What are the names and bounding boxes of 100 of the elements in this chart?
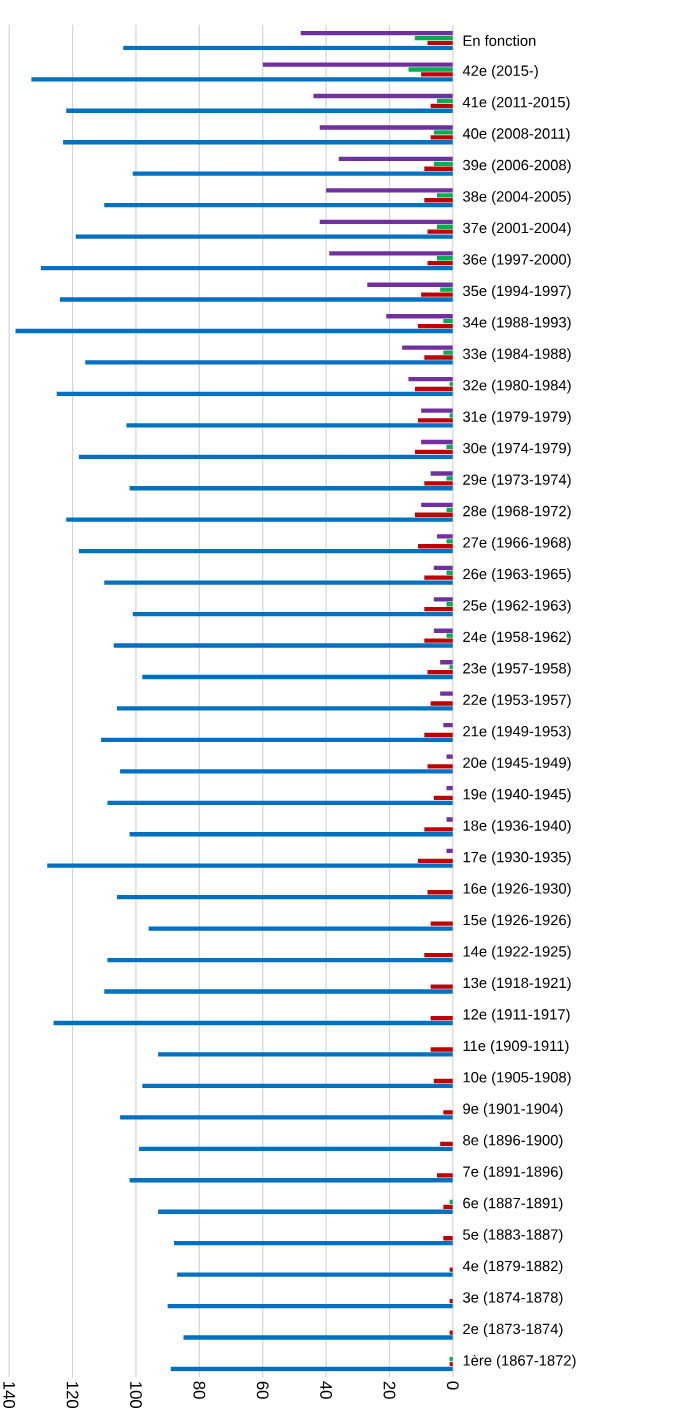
bar bbox=[104, 202, 453, 208]
bar bbox=[120, 769, 453, 774]
bar bbox=[104, 580, 453, 585]
bar bbox=[116, 895, 453, 900]
bar bbox=[421, 439, 453, 445]
bar bbox=[177, 1272, 453, 1277]
y-tick-label: 3e (1874-1878) bbox=[463, 1291, 563, 1306]
y-tick-label: 6e (1887-1891) bbox=[463, 1197, 563, 1212]
bar bbox=[104, 989, 453, 994]
y-tick-label: 41e (2011-2015) bbox=[462, 96, 570, 111]
bar bbox=[408, 376, 453, 382]
bar bbox=[424, 575, 453, 580]
y-tick-label: 7e (1891-1896) bbox=[463, 1166, 563, 1180]
x-tick-label: 40 bbox=[320, 1381, 332, 1399]
bar bbox=[427, 229, 453, 234]
bar bbox=[132, 171, 453, 176]
bar bbox=[424, 952, 453, 958]
bar bbox=[167, 1303, 453, 1309]
bar bbox=[85, 360, 453, 365]
bar bbox=[139, 1146, 453, 1151]
y-tick-label: 37e (2001-2004) bbox=[463, 222, 571, 237]
bar bbox=[329, 251, 453, 256]
bar bbox=[421, 502, 453, 508]
bar bbox=[107, 957, 453, 963]
y-tick-label: 21e (1949-1953) bbox=[463, 725, 571, 740]
y-tick-label: 33e (1984-1988) bbox=[463, 348, 571, 362]
y-tick-label: 8e (1896-1900) bbox=[463, 1134, 563, 1149]
x-tick-label: 120 bbox=[66, 1382, 79, 1409]
bar bbox=[126, 423, 453, 428]
y-tick-label: 11e (1909-1911) bbox=[463, 1040, 569, 1054]
bar bbox=[427, 890, 453, 895]
bar bbox=[173, 1241, 453, 1246]
bar bbox=[142, 674, 453, 680]
bar bbox=[319, 125, 453, 130]
y-tick-label: 40e (2008-2011) bbox=[462, 127, 570, 142]
x-tick-label: 80 bbox=[193, 1381, 206, 1399]
bar bbox=[414, 449, 453, 455]
bar bbox=[421, 408, 453, 413]
bar bbox=[78, 548, 453, 554]
bar bbox=[443, 1110, 453, 1115]
bar bbox=[56, 391, 453, 397]
bar bbox=[75, 234, 453, 239]
y-tick-label: 35e (1994-1997) bbox=[463, 285, 571, 300]
bar bbox=[443, 350, 453, 355]
bar bbox=[31, 77, 453, 82]
y-tick-label: 34e (1988-1993) bbox=[463, 316, 571, 331]
bar bbox=[430, 701, 453, 706]
bar bbox=[414, 512, 453, 517]
bar bbox=[142, 1083, 453, 1089]
bar bbox=[300, 30, 453, 36]
y-tick-label: 23e (1957-1958) bbox=[463, 662, 571, 677]
bar bbox=[424, 481, 453, 486]
y-tick-label: 25e (1962-1963) bbox=[463, 599, 571, 614]
bar bbox=[433, 130, 453, 135]
bar bbox=[414, 386, 453, 392]
bar bbox=[129, 1178, 453, 1183]
y-tick-label: 20e (1945-1949) bbox=[463, 757, 571, 771]
bar bbox=[132, 611, 453, 617]
bar bbox=[427, 764, 453, 769]
y-tick-label: En fonction bbox=[463, 35, 536, 46]
bar bbox=[427, 260, 453, 266]
y-tick-label: 32e (1980-1984) bbox=[463, 379, 571, 394]
bar bbox=[66, 108, 453, 113]
y-tick-label: 2e (1873-1874) bbox=[463, 1323, 563, 1338]
y-tick-label: 36e (1997-2000) bbox=[463, 253, 571, 268]
bar bbox=[436, 534, 453, 539]
bar bbox=[116, 706, 453, 711]
bar bbox=[424, 355, 453, 360]
bar bbox=[436, 1173, 453, 1178]
bar bbox=[59, 297, 453, 302]
y-tick-label: 14e (1922-1925) bbox=[463, 945, 571, 960]
y-tick-label: 13e (1918-1921) bbox=[463, 977, 571, 992]
bar bbox=[421, 72, 453, 77]
bar bbox=[262, 62, 453, 67]
bar bbox=[424, 638, 453, 643]
y-tick-label: 16e (1926-1930) bbox=[463, 882, 571, 897]
y-tick-label: 19e (1940-1945) bbox=[463, 788, 571, 803]
bar bbox=[101, 737, 453, 743]
y-tick-label: 24e (1958-1962) bbox=[463, 631, 571, 646]
x-tick-label: 60 bbox=[256, 1381, 269, 1399]
bar bbox=[424, 198, 453, 203]
bar bbox=[66, 517, 453, 522]
bar bbox=[367, 282, 453, 287]
bar bbox=[40, 265, 453, 271]
y-tick-label: 9e (1901-1904) bbox=[463, 1103, 563, 1117]
bar bbox=[430, 471, 453, 476]
bar bbox=[47, 863, 453, 868]
bar bbox=[414, 35, 453, 41]
y-tick-label: 30e (1974-1979) bbox=[463, 442, 571, 457]
bar bbox=[408, 67, 453, 72]
y-tick-label: 27e (1966-1968) bbox=[463, 536, 571, 551]
x-tick-label: 140 bbox=[3, 1382, 16, 1409]
bar bbox=[446, 754, 453, 759]
bar bbox=[446, 476, 453, 481]
bar bbox=[427, 669, 453, 675]
bar bbox=[15, 328, 453, 334]
bar bbox=[319, 219, 453, 225]
bar bbox=[129, 832, 453, 837]
bar bbox=[113, 643, 453, 648]
bar bbox=[123, 45, 453, 51]
